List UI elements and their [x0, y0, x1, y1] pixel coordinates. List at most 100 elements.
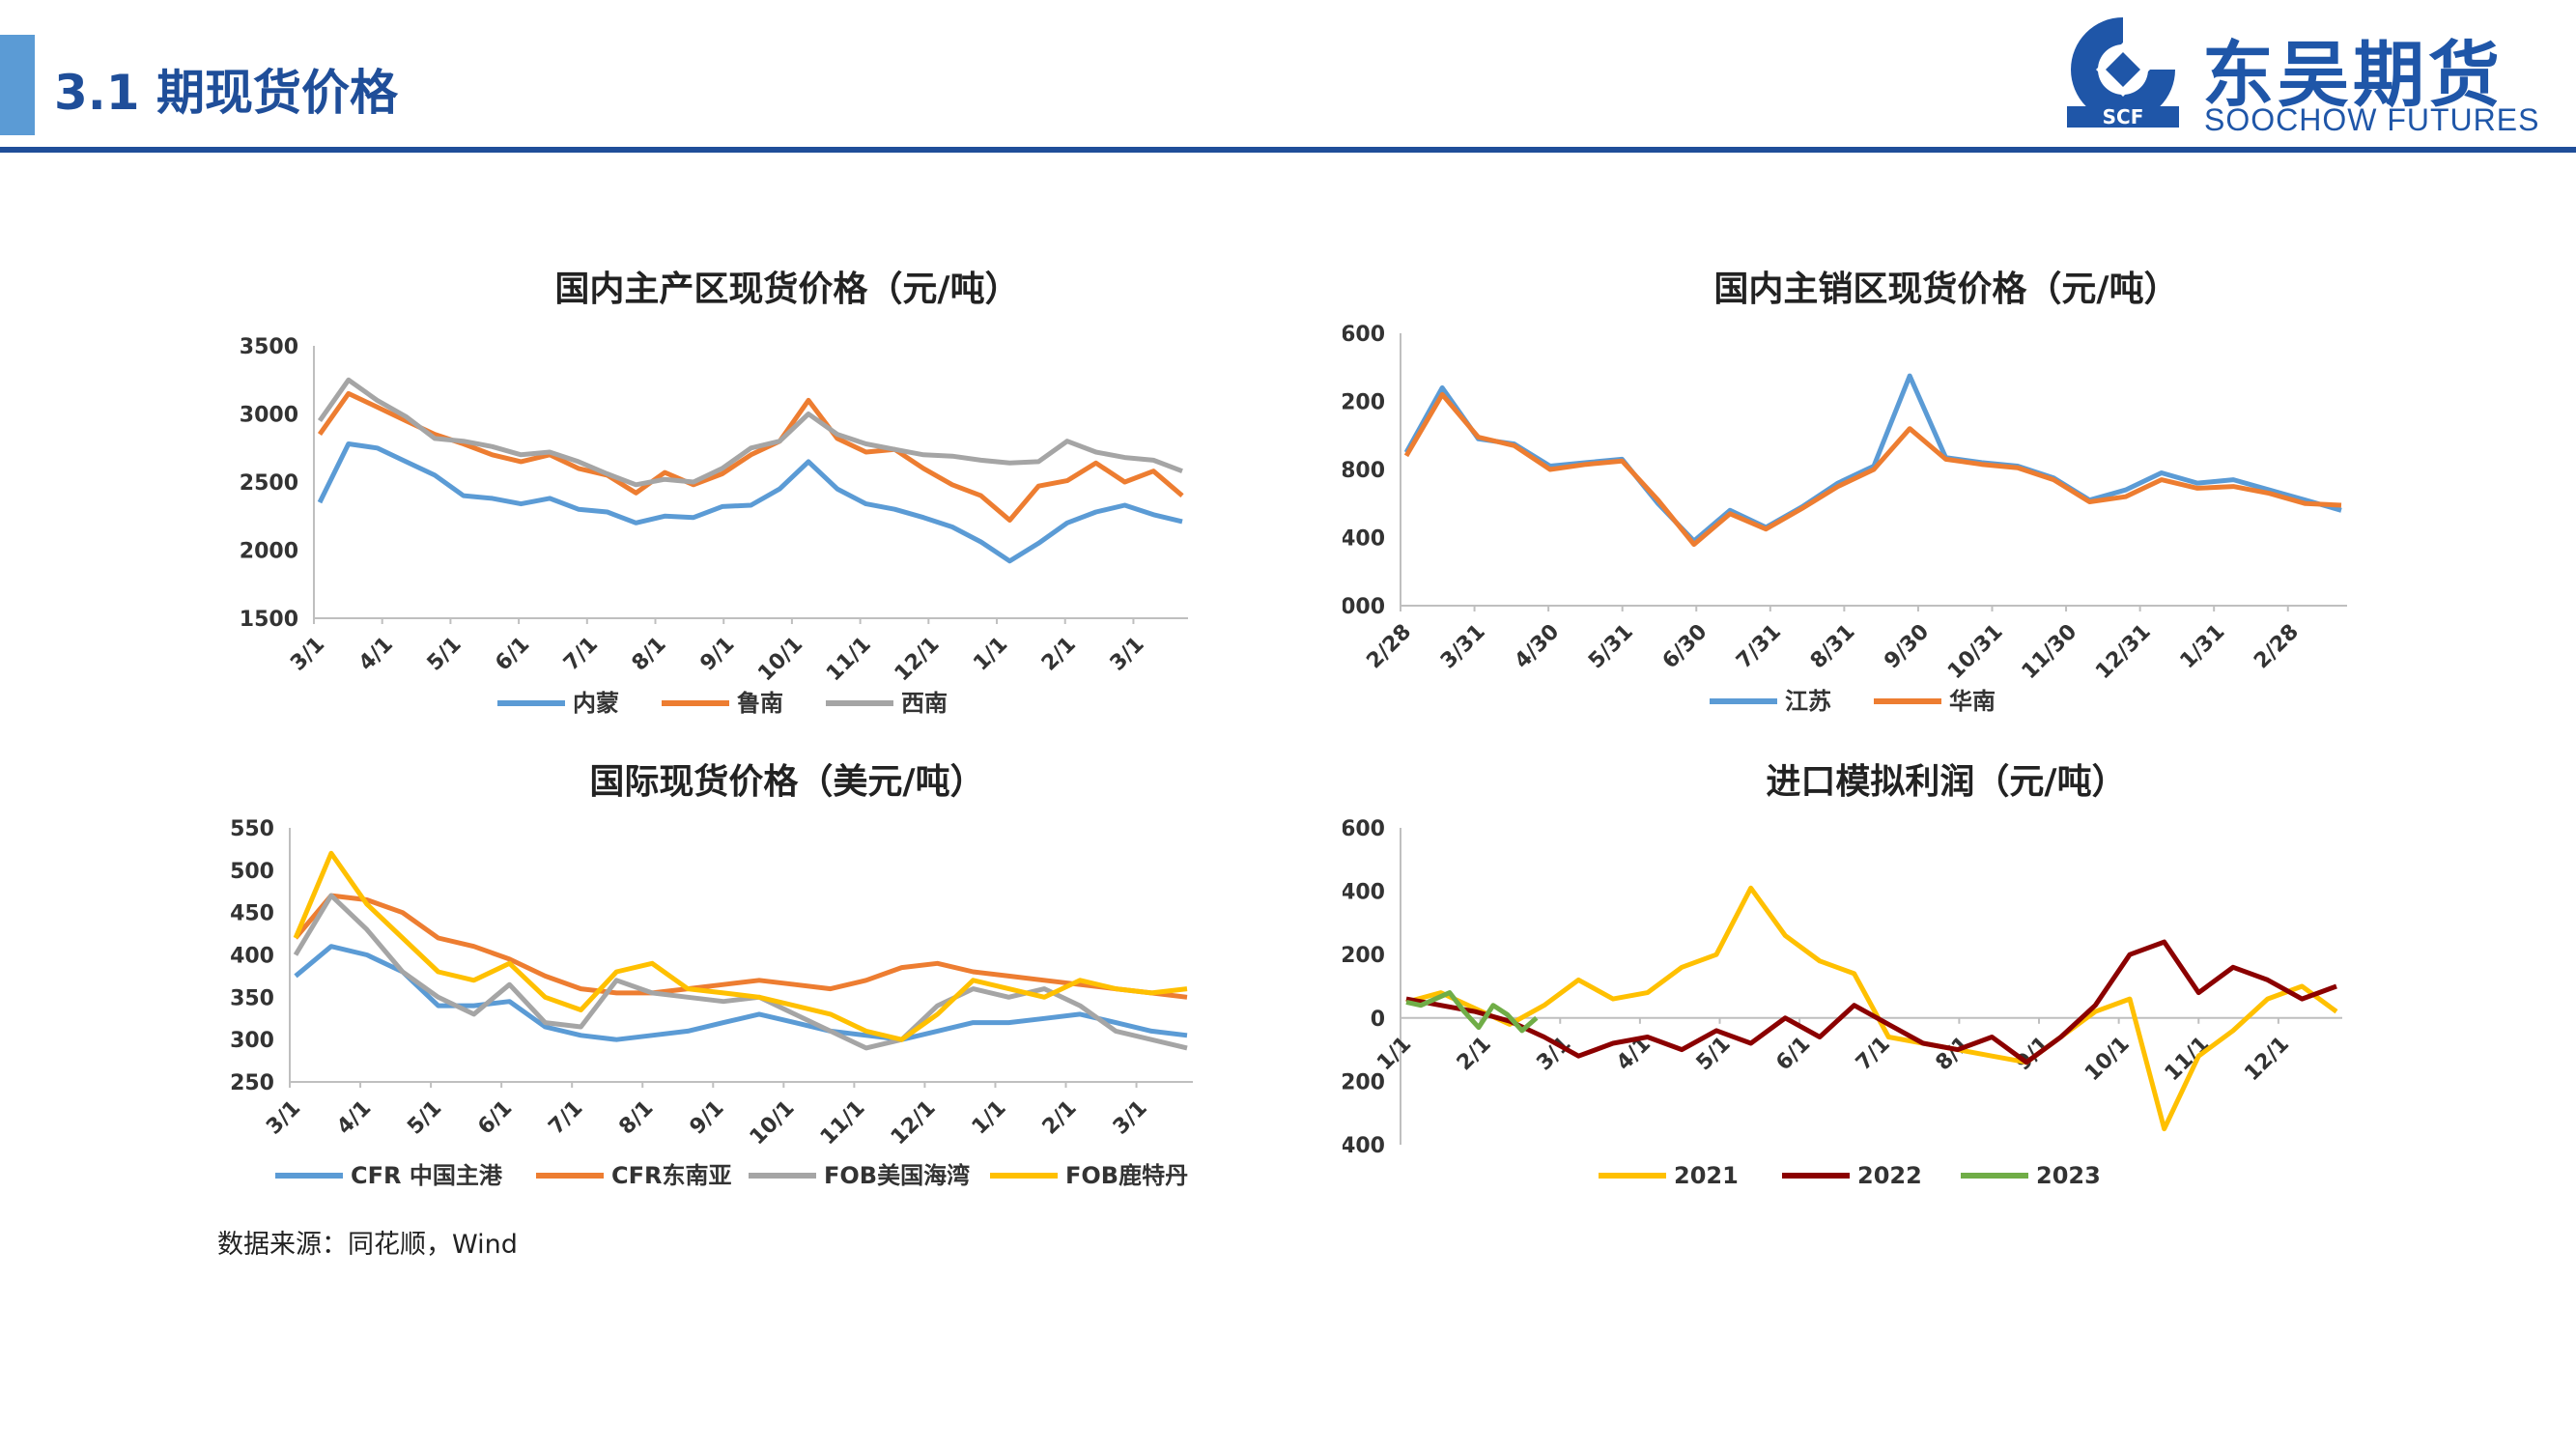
legend-label: CFR 中国主港 [351, 1162, 503, 1189]
y-tick-label: 300 [230, 1029, 274, 1053]
x-tick-label: 3/1 [286, 633, 329, 676]
x-tick-label: 3/1 [1106, 633, 1149, 676]
x-tick-label: 9/1 [695, 633, 739, 676]
data-source-note: 数据来源：同花顺，Wind [217, 1230, 518, 1260]
legend-label: 鲁南 [737, 690, 783, 717]
chart-2-svg: 250 300 350 400 450 500 550 3/1 4/1 5/1 6/1 7/1 8/1 9… [230, 817, 1193, 1189]
x-tick-label: 5/1 [423, 633, 467, 676]
x-tick-label: 6/30 [1658, 620, 1713, 674]
svg-text:SCF: SCF [2103, 105, 2144, 128]
x-tick-label: 2/1 [1037, 633, 1081, 676]
x-tick-label: 1/1 [969, 633, 1012, 676]
y-tick-label: 600 [1343, 817, 1385, 841]
y-tick-label: 3600 [1343, 323, 1385, 347]
series-line-1 [317, 390, 1184, 523]
x-tick-label: 1/1 [968, 1096, 1011, 1140]
legend-label: CFR东南亚 [611, 1162, 732, 1189]
chart-title: 国内主产区现货价格（元/吨） [554, 270, 1020, 309]
y-tick-label: 250 [230, 1071, 274, 1095]
x-tick-label: 5/31 [1584, 620, 1638, 674]
y-tick-label: -400 [1343, 1134, 1385, 1158]
y-tick-label: 3500 [240, 335, 298, 359]
series-line-0 [317, 441, 1183, 564]
series-line-3 [293, 850, 1188, 1042]
x-tick-label: 2/28 [1362, 620, 1416, 674]
chart-producing-area-price: 国内主产区现货价格（元/吨） 1500 2000 2500 3000 3500 3/1 4/… [184, 251, 1391, 734]
x-tick-label: 7/1 [544, 1096, 587, 1140]
y-tick-label: 2000 [240, 540, 298, 564]
legend-label: 2022 [1857, 1162, 1922, 1189]
series-line-1 [1403, 391, 2342, 548]
x-tick-label: 6/1 [491, 633, 534, 676]
legend-label: FOB美国海湾 [824, 1162, 970, 1189]
y-tick-label: 500 [230, 860, 274, 884]
legend-label: 西南 [901, 690, 948, 717]
x-tick-label: 5/1 [403, 1096, 446, 1140]
x-tick-label: 1/31 [2176, 620, 2230, 674]
x-tick-label: 4/1 [332, 1096, 376, 1140]
chart-title: 进口模拟利润（元/吨） [1766, 762, 2127, 802]
y-tick-label: 3200 [1343, 391, 1385, 415]
x-tick-label: 9/1 [686, 1096, 729, 1140]
x-tick-label: 9/30 [1880, 620, 1934, 674]
x-tick-label: 12/1 [887, 1096, 941, 1151]
y-tick-label: 0 [1371, 1008, 1385, 1032]
x-tick-label: 1/1 [1373, 1032, 1416, 1075]
x-tick-label: 11/1 [822, 633, 876, 687]
x-tick-label: 10/1 [753, 633, 807, 687]
x-tick-label: 4/1 [354, 633, 398, 676]
x-tick-label: 3/1 [262, 1096, 305, 1140]
x-tick-label: 2/1 [1453, 1032, 1496, 1075]
x-tick-label: 3/1 [1532, 1032, 1575, 1075]
x-tick-label: 8/1 [628, 633, 671, 676]
y-tick-label: 2000 [1343, 595, 1385, 619]
y-tick-label: 2400 [1343, 527, 1385, 552]
legend-label: 华南 [1949, 688, 1996, 715]
x-tick-label: 11/1 [816, 1096, 870, 1151]
x-tick-label: 11/30 [2018, 620, 2082, 685]
series-line-2 [1405, 990, 1539, 1034]
series-line-0 [1403, 373, 2342, 544]
y-tick-label: 1500 [240, 608, 298, 632]
logo-english-text: SOOCHOW FUTURES [2204, 102, 2540, 137]
logo-mark-icon: SCF [2067, 17, 2179, 128]
x-tick-label: 6/1 [1771, 1032, 1815, 1075]
chart-0-svg: 1500 2000 2500 3000 3500 3/1 4/1 5/1 6/1 7/1 8/1 9/… [240, 335, 1188, 717]
y-tick-label: 200 [1343, 944, 1385, 968]
x-tick-label: 12/31 [2091, 620, 2156, 685]
x-tick-label: 8/1 [614, 1096, 658, 1140]
x-tick-label: 12/1 [891, 633, 945, 687]
x-tick-label: 4/30 [1511, 620, 1565, 674]
chart-3-svg: -400-20002004006001/12/13/14/15/16/17/18… [1343, 817, 2342, 1189]
chart-international-price: 国际现货价格（美元/吨） 250 300 350 400 450 500 550 3/1 4/1… [184, 744, 1391, 1227]
x-tick-label: 2/1 [1038, 1096, 1082, 1140]
x-tick-label: 8/31 [1806, 620, 1860, 674]
chart-title: 国内主销区现货价格（元/吨） [1713, 270, 2179, 309]
page-title: 3.1 期现货价格 [54, 65, 398, 121]
legend-label: 内蒙 [573, 690, 619, 717]
x-tick-label: 10/1 [2081, 1032, 2135, 1086]
x-tick-label: 2/28 [2250, 620, 2304, 674]
x-tick-label: 10/1 [746, 1096, 800, 1151]
series-line-0 [294, 944, 1188, 1042]
y-tick-label: 400 [1343, 881, 1385, 905]
x-tick-label: 7/31 [1732, 620, 1786, 674]
legend-label: 2021 [1674, 1162, 1739, 1189]
y-tick-label: 350 [230, 986, 274, 1010]
x-tick-label: 3/1 [1109, 1096, 1152, 1140]
series-line-1 [1405, 939, 2337, 1065]
x-tick-label: 7/1 [559, 633, 603, 676]
x-tick-label: 6/1 [473, 1096, 517, 1140]
legend-label: 江苏 [1785, 688, 1831, 715]
series-line-1 [294, 893, 1188, 1000]
y-tick-label: 2500 [240, 471, 298, 496]
chart-title: 国际现货价格（美元/吨） [589, 762, 985, 802]
legend-label: 2023 [2036, 1162, 2101, 1189]
legend-label: FOB鹿特丹 [1065, 1162, 1188, 1189]
header-divider [0, 147, 2576, 153]
chart-import-profit: 进口模拟利润（元/吨） -400-20002004006001/12/13/14… [1343, 744, 2550, 1227]
y-tick-label: 2800 [1343, 459, 1385, 483]
y-tick-label: 400 [230, 945, 274, 969]
logo-chinese-text: 东吴期货 [2202, 34, 2504, 117]
y-tick-label: 3000 [240, 404, 298, 428]
